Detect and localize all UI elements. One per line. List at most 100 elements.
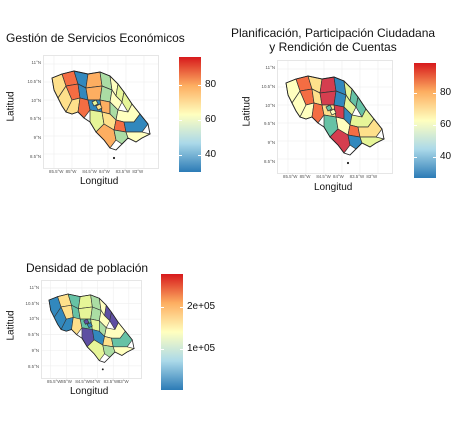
canton-polygon [78, 306, 93, 320]
canton-polygon [91, 99, 99, 107]
legend-tick-mark [414, 93, 417, 95]
legend-tick-label: 40 [440, 151, 452, 163]
title-line: y Rendición de Cuentas [269, 40, 397, 54]
legend-tick-mark [414, 157, 417, 159]
y-tick-label: 10.5°N [27, 78, 41, 84]
country-outline [48, 293, 135, 363]
x-tick-label: 83°W [117, 379, 129, 384]
x-tick-label: 84.5°W [75, 379, 90, 384]
canton-group [51, 70, 152, 160]
canton-polygon [77, 97, 91, 119]
legend-tick-mark [161, 348, 164, 350]
y-axis-title: Latitud [5, 310, 17, 341]
canton-polygon [78, 294, 93, 310]
title-line: Densidad de población [26, 261, 149, 275]
country-outline [51, 70, 151, 151]
y-tick-label: 9°N [267, 140, 275, 146]
legend-tick-mark [198, 154, 201, 156]
canton-polygon [319, 76, 337, 94]
y-tick-label: 10.5°N [261, 83, 275, 89]
x-tick-label: 83.5°W [349, 174, 365, 179]
y-tick-label: 9°N [31, 347, 39, 353]
canton-polygon [71, 316, 83, 336]
x-tick-label: 85.5°W [47, 379, 62, 384]
legend-tick-label: 60 [440, 119, 452, 131]
y-tick-label: 10°N [31, 97, 41, 103]
map-svg [42, 281, 141, 378]
x-axis-title: Longitud [70, 386, 109, 397]
legend-tick-label: 1e+05 [187, 342, 216, 354]
legend-tick-mark [179, 119, 182, 121]
legend-tick-mark [180, 348, 183, 350]
legend-tick-mark [433, 157, 436, 159]
x-tick-label: 84.5°W [316, 174, 331, 179]
panel-title: Planificación, Participación Ciudadana y… [222, 26, 444, 54]
y-tick-label: 9.5°N [27, 332, 39, 338]
legend-tick-mark [198, 84, 201, 86]
legend-tick-label: 60 [205, 113, 217, 125]
map-plot-area [41, 280, 142, 379]
color-legend-bar [414, 63, 436, 178]
y-tick-label: 8.5°N [263, 158, 275, 164]
x-tick-label: 83.5°W [115, 169, 131, 174]
legend-tick-mark [414, 125, 417, 127]
y-tick-label: 8.5°N [27, 363, 39, 369]
title-line: Gestión de Servicios Económicos [6, 31, 185, 45]
legend-tick-label: 80 [440, 87, 452, 99]
y-tick-label: 10.5°N [25, 300, 39, 306]
x-axis-title: Longitud [80, 176, 119, 187]
title-line: Planificación, Participación Ciudadana [230, 26, 436, 40]
canton-polygon [85, 71, 103, 89]
x-tick-label: 84°W [89, 379, 101, 384]
y-tick-label: 9.5°N [263, 121, 275, 127]
legend-tick-mark [198, 119, 201, 121]
y-axis-title: Latitud [5, 91, 17, 122]
x-tick-label: 84°W [99, 169, 110, 174]
x-tick-label: 85°W [299, 174, 311, 179]
island-point [112, 156, 116, 160]
canton-polygon [95, 103, 103, 111]
y-tick-label: 11°N [29, 285, 39, 290]
canton-polygon [86, 322, 93, 329]
color-legend-bar [179, 57, 201, 172]
canton-polygon [329, 108, 337, 116]
map-plot-area [43, 55, 159, 169]
legend-tick-label: 80 [205, 78, 217, 90]
x-tick-label: 85.5°W [283, 174, 298, 179]
x-tick-label: 83°W [132, 169, 144, 174]
map-svg [44, 56, 158, 168]
x-tick-label: 85°W [65, 169, 77, 174]
map-plot-area [277, 60, 393, 174]
color-legend-bar [161, 274, 183, 390]
island-point [346, 161, 350, 165]
y-tick-label: 8.5°N [29, 153, 41, 159]
legend-tick-mark [433, 93, 436, 95]
x-tick-label: 84°W [333, 174, 344, 179]
legend-tick-label: 2e+05 [187, 301, 216, 313]
y-tick-label: 11°N [265, 65, 275, 70]
canton-polygon [311, 102, 325, 124]
legend-tick-label: 40 [205, 148, 217, 160]
map-svg [278, 61, 392, 173]
x-tick-label: 83.5°W [103, 379, 119, 384]
y-tick-label: 9°N [33, 135, 41, 141]
canton-polygon [85, 85, 103, 101]
panel-title: Gestión de Servicios Económicos [6, 31, 185, 45]
y-tick-label: 10°N [265, 102, 275, 108]
y-tick-label: 9.5°N [29, 116, 41, 122]
legend-tick-mark [161, 307, 164, 309]
legend-tick-mark [179, 154, 182, 156]
country-outline [285, 75, 385, 156]
island-point [101, 368, 104, 371]
canton-polygon [325, 104, 333, 112]
canton-polygon [319, 90, 337, 106]
legend-tick-mark [180, 307, 183, 309]
legend-tick-mark [179, 84, 182, 86]
x-tick-label: 85.5°W [49, 169, 64, 174]
y-tick-label: 11°N [31, 60, 41, 65]
canton-group [48, 293, 135, 371]
canton-polygon [83, 318, 90, 325]
y-axis-title: Latitud [241, 96, 253, 127]
panel-title: Densidad de población [26, 261, 148, 275]
x-tick-label: 85°W [61, 379, 72, 384]
